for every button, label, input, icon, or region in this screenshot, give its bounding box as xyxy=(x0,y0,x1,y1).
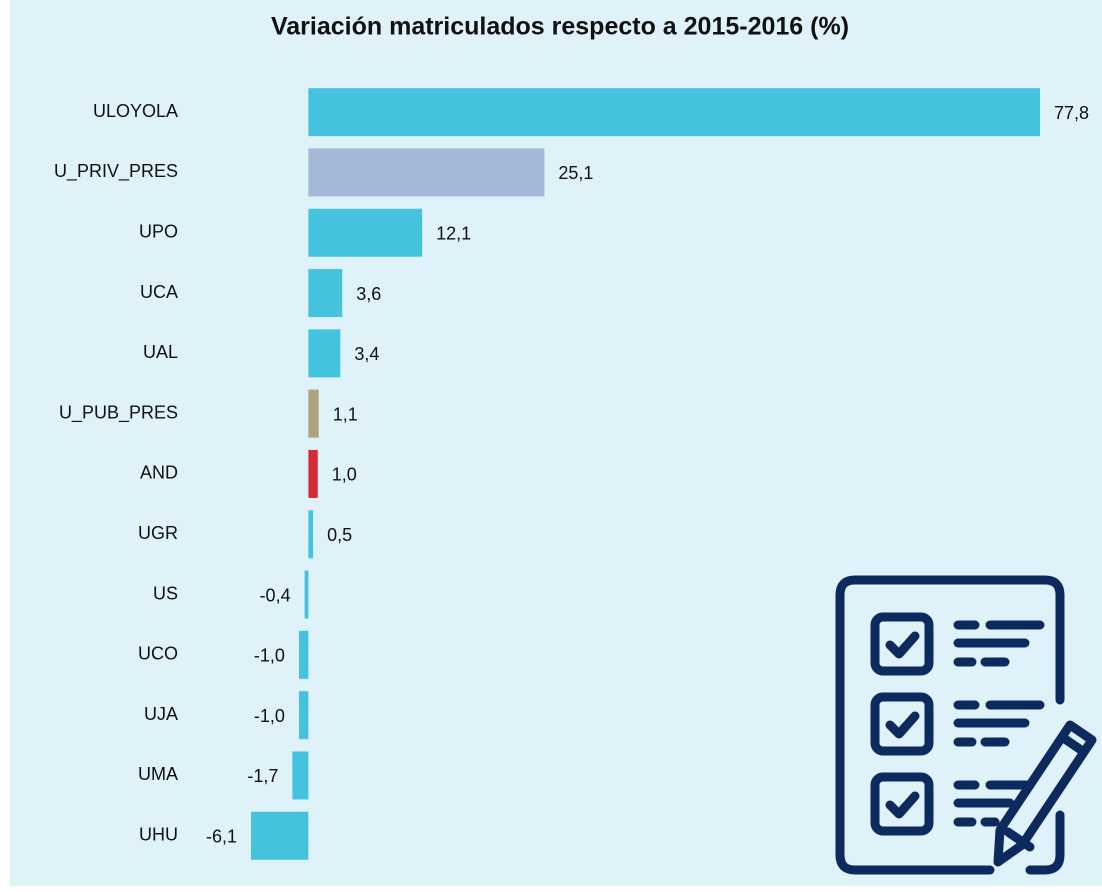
value-label: 77,8 xyxy=(1054,103,1089,123)
category-label: UGR xyxy=(138,523,178,543)
category-label: UPO xyxy=(139,222,178,242)
value-label: -1,0 xyxy=(254,646,285,666)
bar xyxy=(308,269,343,318)
value-label: -0,4 xyxy=(260,585,291,605)
value-label: 1,0 xyxy=(332,465,357,485)
bar xyxy=(298,630,309,679)
category-label: U_PUB_PRES xyxy=(59,402,178,423)
category-label: UAL xyxy=(143,342,178,362)
bar xyxy=(308,389,319,438)
value-label: -1,7 xyxy=(247,766,278,786)
category-label: US xyxy=(153,583,178,603)
value-label: 25,1 xyxy=(558,163,593,183)
value-label: 0,5 xyxy=(327,525,352,545)
chart-title: Variación matriculados respecto a 2015-2… xyxy=(271,13,849,41)
category-label: UJA xyxy=(144,704,178,724)
category-label: UCA xyxy=(140,282,178,302)
background xyxy=(10,0,1102,886)
category-label: UHU xyxy=(139,825,178,845)
bar xyxy=(304,570,309,619)
bar xyxy=(308,88,1040,137)
value-label: 1,1 xyxy=(333,404,358,424)
value-label: -1,0 xyxy=(254,706,285,726)
value-label: 3,6 xyxy=(356,284,381,304)
value-label: 12,1 xyxy=(436,224,471,244)
category-label: UMA xyxy=(138,764,178,784)
bar xyxy=(308,329,341,378)
bar xyxy=(308,148,545,197)
bar xyxy=(298,691,309,740)
bar xyxy=(251,811,309,860)
category-label: ULOYOLA xyxy=(93,101,178,121)
checklist-icon xyxy=(835,575,1097,875)
bar xyxy=(292,751,309,800)
bar xyxy=(308,510,314,559)
value-label: -6,1 xyxy=(206,827,237,847)
bar xyxy=(308,208,423,257)
bar xyxy=(308,449,318,498)
category-label: AND xyxy=(140,463,178,483)
category-label: U_PRIV_PRES xyxy=(54,161,178,182)
category-label: UCO xyxy=(138,644,178,664)
value-label: 3,4 xyxy=(354,344,379,364)
